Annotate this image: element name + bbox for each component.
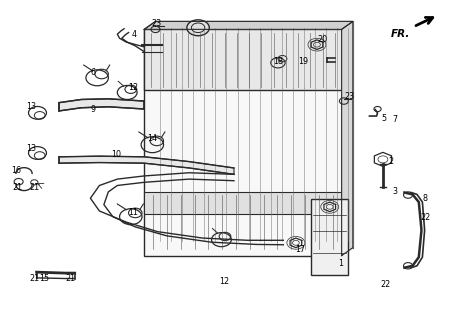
Text: 21: 21 [29, 183, 40, 192]
Text: 12: 12 [128, 83, 138, 92]
Text: 18: 18 [273, 57, 283, 66]
FancyBboxPatch shape [311, 199, 348, 275]
Text: 5: 5 [382, 114, 387, 123]
Circle shape [187, 20, 209, 36]
Polygon shape [59, 156, 234, 174]
Text: 3: 3 [392, 188, 397, 196]
Text: 14: 14 [147, 134, 158, 143]
Text: 7: 7 [392, 115, 397, 124]
Polygon shape [342, 21, 353, 256]
Text: 15: 15 [40, 274, 50, 283]
Text: 12: 12 [219, 277, 229, 286]
Text: 23: 23 [152, 19, 162, 28]
Bar [144, 192, 342, 214]
Text: 17: 17 [295, 245, 306, 254]
Bar [144, 29, 342, 90]
Text: 22: 22 [381, 280, 391, 289]
Text: 16: 16 [11, 166, 22, 175]
Text: 2: 2 [388, 157, 394, 166]
Text: 23: 23 [345, 92, 355, 101]
Polygon shape [144, 21, 353, 29]
Bar [144, 29, 342, 256]
Text: 21: 21 [29, 274, 40, 283]
Text: 22: 22 [421, 213, 431, 222]
Text: 20: 20 [318, 35, 328, 44]
Text: 4: 4 [132, 30, 137, 39]
Text: 9: 9 [90, 105, 95, 114]
Text: 19: 19 [298, 57, 309, 66]
Text: 21: 21 [65, 274, 75, 283]
Text: 11: 11 [128, 208, 138, 217]
Text: 6: 6 [90, 68, 95, 77]
Polygon shape [59, 99, 144, 111]
Text: 13: 13 [26, 144, 36, 153]
Text: 8: 8 [422, 194, 427, 204]
Text: FR.: FR. [391, 29, 410, 39]
Text: 10: 10 [112, 150, 122, 159]
Text: 1: 1 [338, 259, 343, 268]
Text: 13: 13 [26, 102, 36, 111]
Polygon shape [155, 21, 353, 248]
Text: 21: 21 [13, 183, 23, 192]
